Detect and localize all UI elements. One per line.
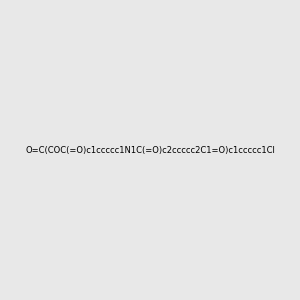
Text: O=C(COC(=O)c1ccccc1N1C(=O)c2ccccc2C1=O)c1ccccc1Cl: O=C(COC(=O)c1ccccc1N1C(=O)c2ccccc2C1=O)c… [25,146,275,154]
